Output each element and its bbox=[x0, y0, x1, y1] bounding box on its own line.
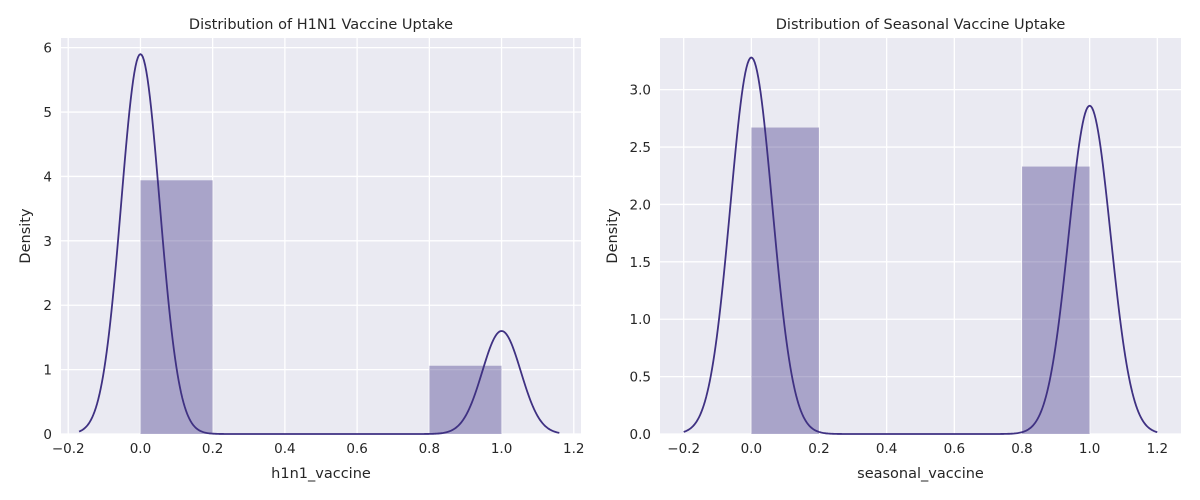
y-tick-label: 1.5 bbox=[630, 255, 651, 271]
x-tick-label: 0.6 bbox=[346, 441, 367, 457]
y-tick-label: 6 bbox=[43, 41, 52, 57]
x-tick-label: 0.8 bbox=[1011, 441, 1032, 457]
chart-title: Distribution of Seasonal Vaccine Uptake bbox=[776, 17, 1066, 33]
histogram-bar bbox=[1021, 166, 1090, 434]
x-tick-label: −0.2 bbox=[667, 441, 700, 457]
y-tick-label: 2.5 bbox=[630, 140, 651, 156]
x-tick-label: 0.4 bbox=[876, 441, 897, 457]
y-tick-label: 2 bbox=[43, 298, 52, 314]
y-tick-label: 0.5 bbox=[630, 370, 651, 386]
x-tick-label: 0.2 bbox=[808, 441, 829, 457]
plot-area bbox=[660, 38, 1181, 434]
x-tick-label: 0.6 bbox=[944, 441, 965, 457]
x-tick-label: 1.2 bbox=[1147, 441, 1168, 457]
x-tick-label: 1.0 bbox=[1079, 441, 1100, 457]
chart-title: Distribution of H1N1 Vaccine Uptake bbox=[189, 17, 453, 33]
y-tick-label: 5 bbox=[43, 105, 52, 121]
y-tick-label: 0 bbox=[43, 427, 52, 443]
x-axis-label: seasonal_vaccine bbox=[857, 466, 984, 482]
x-tick-label: 0.8 bbox=[419, 441, 440, 457]
y-tick-label: 0.0 bbox=[630, 427, 651, 443]
y-tick-label: 3 bbox=[43, 234, 52, 250]
histogram-bar bbox=[429, 365, 502, 434]
x-tick-label: 0.0 bbox=[130, 441, 151, 457]
histogram-bar bbox=[140, 180, 213, 434]
y-tick-label: 1.0 bbox=[630, 312, 651, 328]
x-tick-label: −0.2 bbox=[52, 441, 85, 457]
y-tick-label: 1 bbox=[43, 363, 52, 379]
x-axis-label: h1n1_vaccine bbox=[271, 466, 371, 482]
x-tick-label: 1.2 bbox=[563, 441, 584, 457]
x-tick-label: 0.4 bbox=[274, 441, 295, 457]
kde-line bbox=[683, 56, 1158, 435]
chart-2: −0.2 0.0 0.2 0.4 0.6 0.8 1.0 1.2 0.0 0.5 1.0 1.5 2.0… bbox=[605, 17, 1181, 482]
kde-line bbox=[78, 53, 560, 435]
x-tick-label: 0.0 bbox=[741, 441, 762, 457]
x-tick-label: 1.0 bbox=[491, 441, 512, 457]
histogram-bar bbox=[751, 127, 820, 435]
y-tick-label: 2.0 bbox=[630, 197, 651, 213]
y-axis-label: Density bbox=[605, 208, 621, 264]
x-tick-label: 0.2 bbox=[202, 441, 223, 457]
plot-area bbox=[61, 38, 581, 434]
chart-1: −0.2 0.0 0.2 0.4 0.6 0.8 1.0 1.2 0 1 2 3 4 5 6 Distribu… bbox=[18, 17, 585, 482]
y-tick-label: 4 bbox=[43, 169, 52, 185]
y-tick-label: 3.0 bbox=[630, 83, 651, 99]
y-axis-label: Density bbox=[18, 208, 34, 264]
